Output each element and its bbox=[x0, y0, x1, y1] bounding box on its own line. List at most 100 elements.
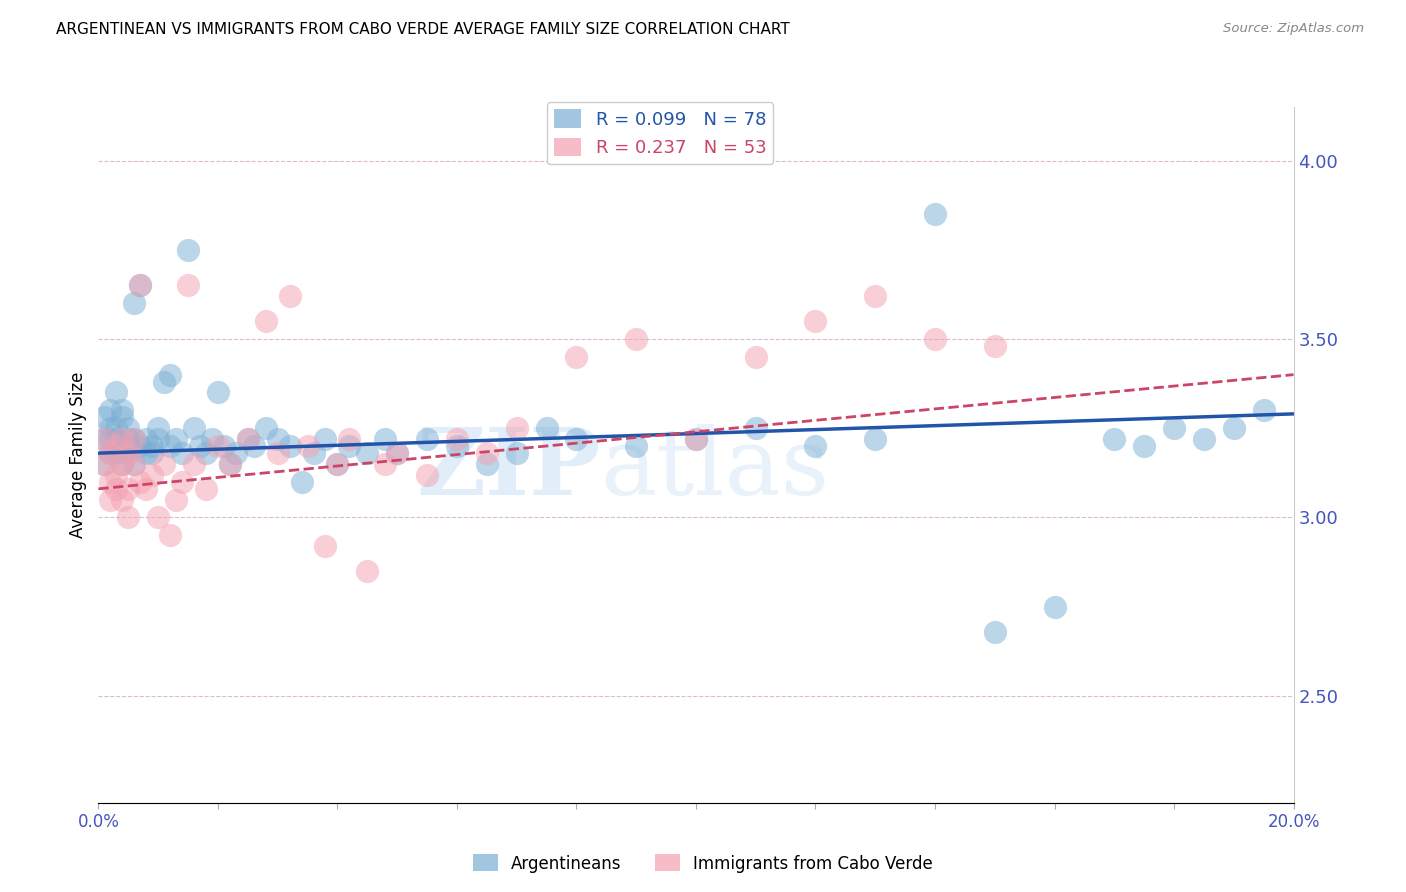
Point bbox=[188, 439, 211, 453]
Point bbox=[302, 446, 325, 460]
Point bbox=[207, 385, 229, 400]
Point bbox=[1104, 432, 1126, 446]
Point bbox=[105, 439, 128, 453]
Point bbox=[124, 457, 146, 471]
Point bbox=[165, 492, 187, 507]
Point bbox=[105, 385, 128, 400]
Point bbox=[446, 432, 468, 446]
Point bbox=[339, 432, 360, 446]
Point bbox=[565, 432, 588, 446]
Point bbox=[984, 339, 1007, 353]
Point bbox=[1192, 432, 1215, 446]
Point bbox=[207, 439, 229, 453]
Point bbox=[148, 510, 170, 524]
Point bbox=[385, 446, 409, 460]
Text: ZIP: ZIP bbox=[416, 424, 600, 514]
Point bbox=[141, 446, 163, 460]
Point bbox=[626, 332, 648, 346]
Point bbox=[385, 446, 409, 460]
Point bbox=[148, 432, 170, 446]
Point bbox=[297, 439, 319, 453]
Point bbox=[475, 457, 498, 471]
Point bbox=[1253, 403, 1275, 417]
Point bbox=[243, 439, 266, 453]
Point bbox=[865, 289, 887, 303]
Point bbox=[278, 439, 301, 453]
Point bbox=[135, 446, 157, 460]
Point bbox=[148, 421, 170, 435]
Point bbox=[117, 446, 139, 460]
Point bbox=[924, 207, 946, 221]
Point bbox=[100, 475, 122, 489]
Point bbox=[117, 421, 139, 435]
Point bbox=[105, 439, 128, 453]
Point bbox=[141, 467, 163, 482]
Point bbox=[100, 446, 122, 460]
Point bbox=[506, 421, 529, 435]
Point bbox=[865, 432, 887, 446]
Point bbox=[356, 446, 378, 460]
Point bbox=[278, 289, 301, 303]
Point bbox=[267, 432, 290, 446]
Point bbox=[117, 439, 139, 453]
Point bbox=[183, 421, 205, 435]
Point bbox=[267, 446, 290, 460]
Point bbox=[225, 446, 247, 460]
Point bbox=[254, 314, 277, 328]
Point bbox=[124, 296, 146, 310]
Point bbox=[111, 457, 134, 471]
Point bbox=[93, 432, 115, 446]
Point bbox=[111, 439, 134, 453]
Point bbox=[111, 432, 134, 446]
Point bbox=[565, 350, 588, 364]
Point bbox=[117, 446, 139, 460]
Point bbox=[924, 332, 946, 346]
Point bbox=[135, 432, 157, 446]
Point bbox=[236, 432, 259, 446]
Point bbox=[111, 403, 134, 417]
Point bbox=[315, 432, 337, 446]
Point bbox=[135, 482, 157, 496]
Point bbox=[165, 432, 187, 446]
Point bbox=[291, 475, 314, 489]
Point bbox=[172, 475, 194, 489]
Point bbox=[129, 439, 152, 453]
Text: atlas: atlas bbox=[600, 424, 830, 514]
Point bbox=[117, 510, 139, 524]
Point bbox=[100, 421, 122, 435]
Point bbox=[93, 410, 115, 425]
Point bbox=[117, 482, 139, 496]
Point bbox=[536, 421, 558, 435]
Point bbox=[105, 446, 128, 460]
Point bbox=[183, 457, 205, 471]
Point bbox=[111, 457, 134, 471]
Point bbox=[745, 350, 768, 364]
Point bbox=[93, 457, 115, 471]
Point bbox=[315, 539, 337, 553]
Point bbox=[105, 421, 128, 435]
Point bbox=[1043, 599, 1066, 614]
Point bbox=[141, 439, 163, 453]
Text: Source: ZipAtlas.com: Source: ZipAtlas.com bbox=[1223, 22, 1364, 36]
Point bbox=[626, 439, 648, 453]
Point bbox=[129, 278, 152, 293]
Point bbox=[93, 457, 115, 471]
Text: ARGENTINEAN VS IMMIGRANTS FROM CABO VERDE AVERAGE FAMILY SIZE CORRELATION CHART: ARGENTINEAN VS IMMIGRANTS FROM CABO VERD… bbox=[56, 22, 790, 37]
Point bbox=[416, 432, 439, 446]
Point bbox=[326, 457, 349, 471]
Point bbox=[201, 432, 224, 446]
Point bbox=[129, 475, 152, 489]
Point bbox=[172, 446, 194, 460]
Point bbox=[100, 403, 122, 417]
Point bbox=[984, 624, 1007, 639]
Point bbox=[804, 439, 827, 453]
Point bbox=[159, 439, 181, 453]
Point bbox=[105, 482, 128, 496]
Point bbox=[100, 446, 122, 460]
Point bbox=[153, 375, 176, 389]
Legend: R = 0.099   N = 78, R = 0.237   N = 53: R = 0.099 N = 78, R = 0.237 N = 53 bbox=[547, 103, 773, 164]
Point bbox=[219, 457, 242, 471]
Point bbox=[93, 432, 115, 446]
Point bbox=[105, 432, 128, 446]
Point bbox=[153, 457, 176, 471]
